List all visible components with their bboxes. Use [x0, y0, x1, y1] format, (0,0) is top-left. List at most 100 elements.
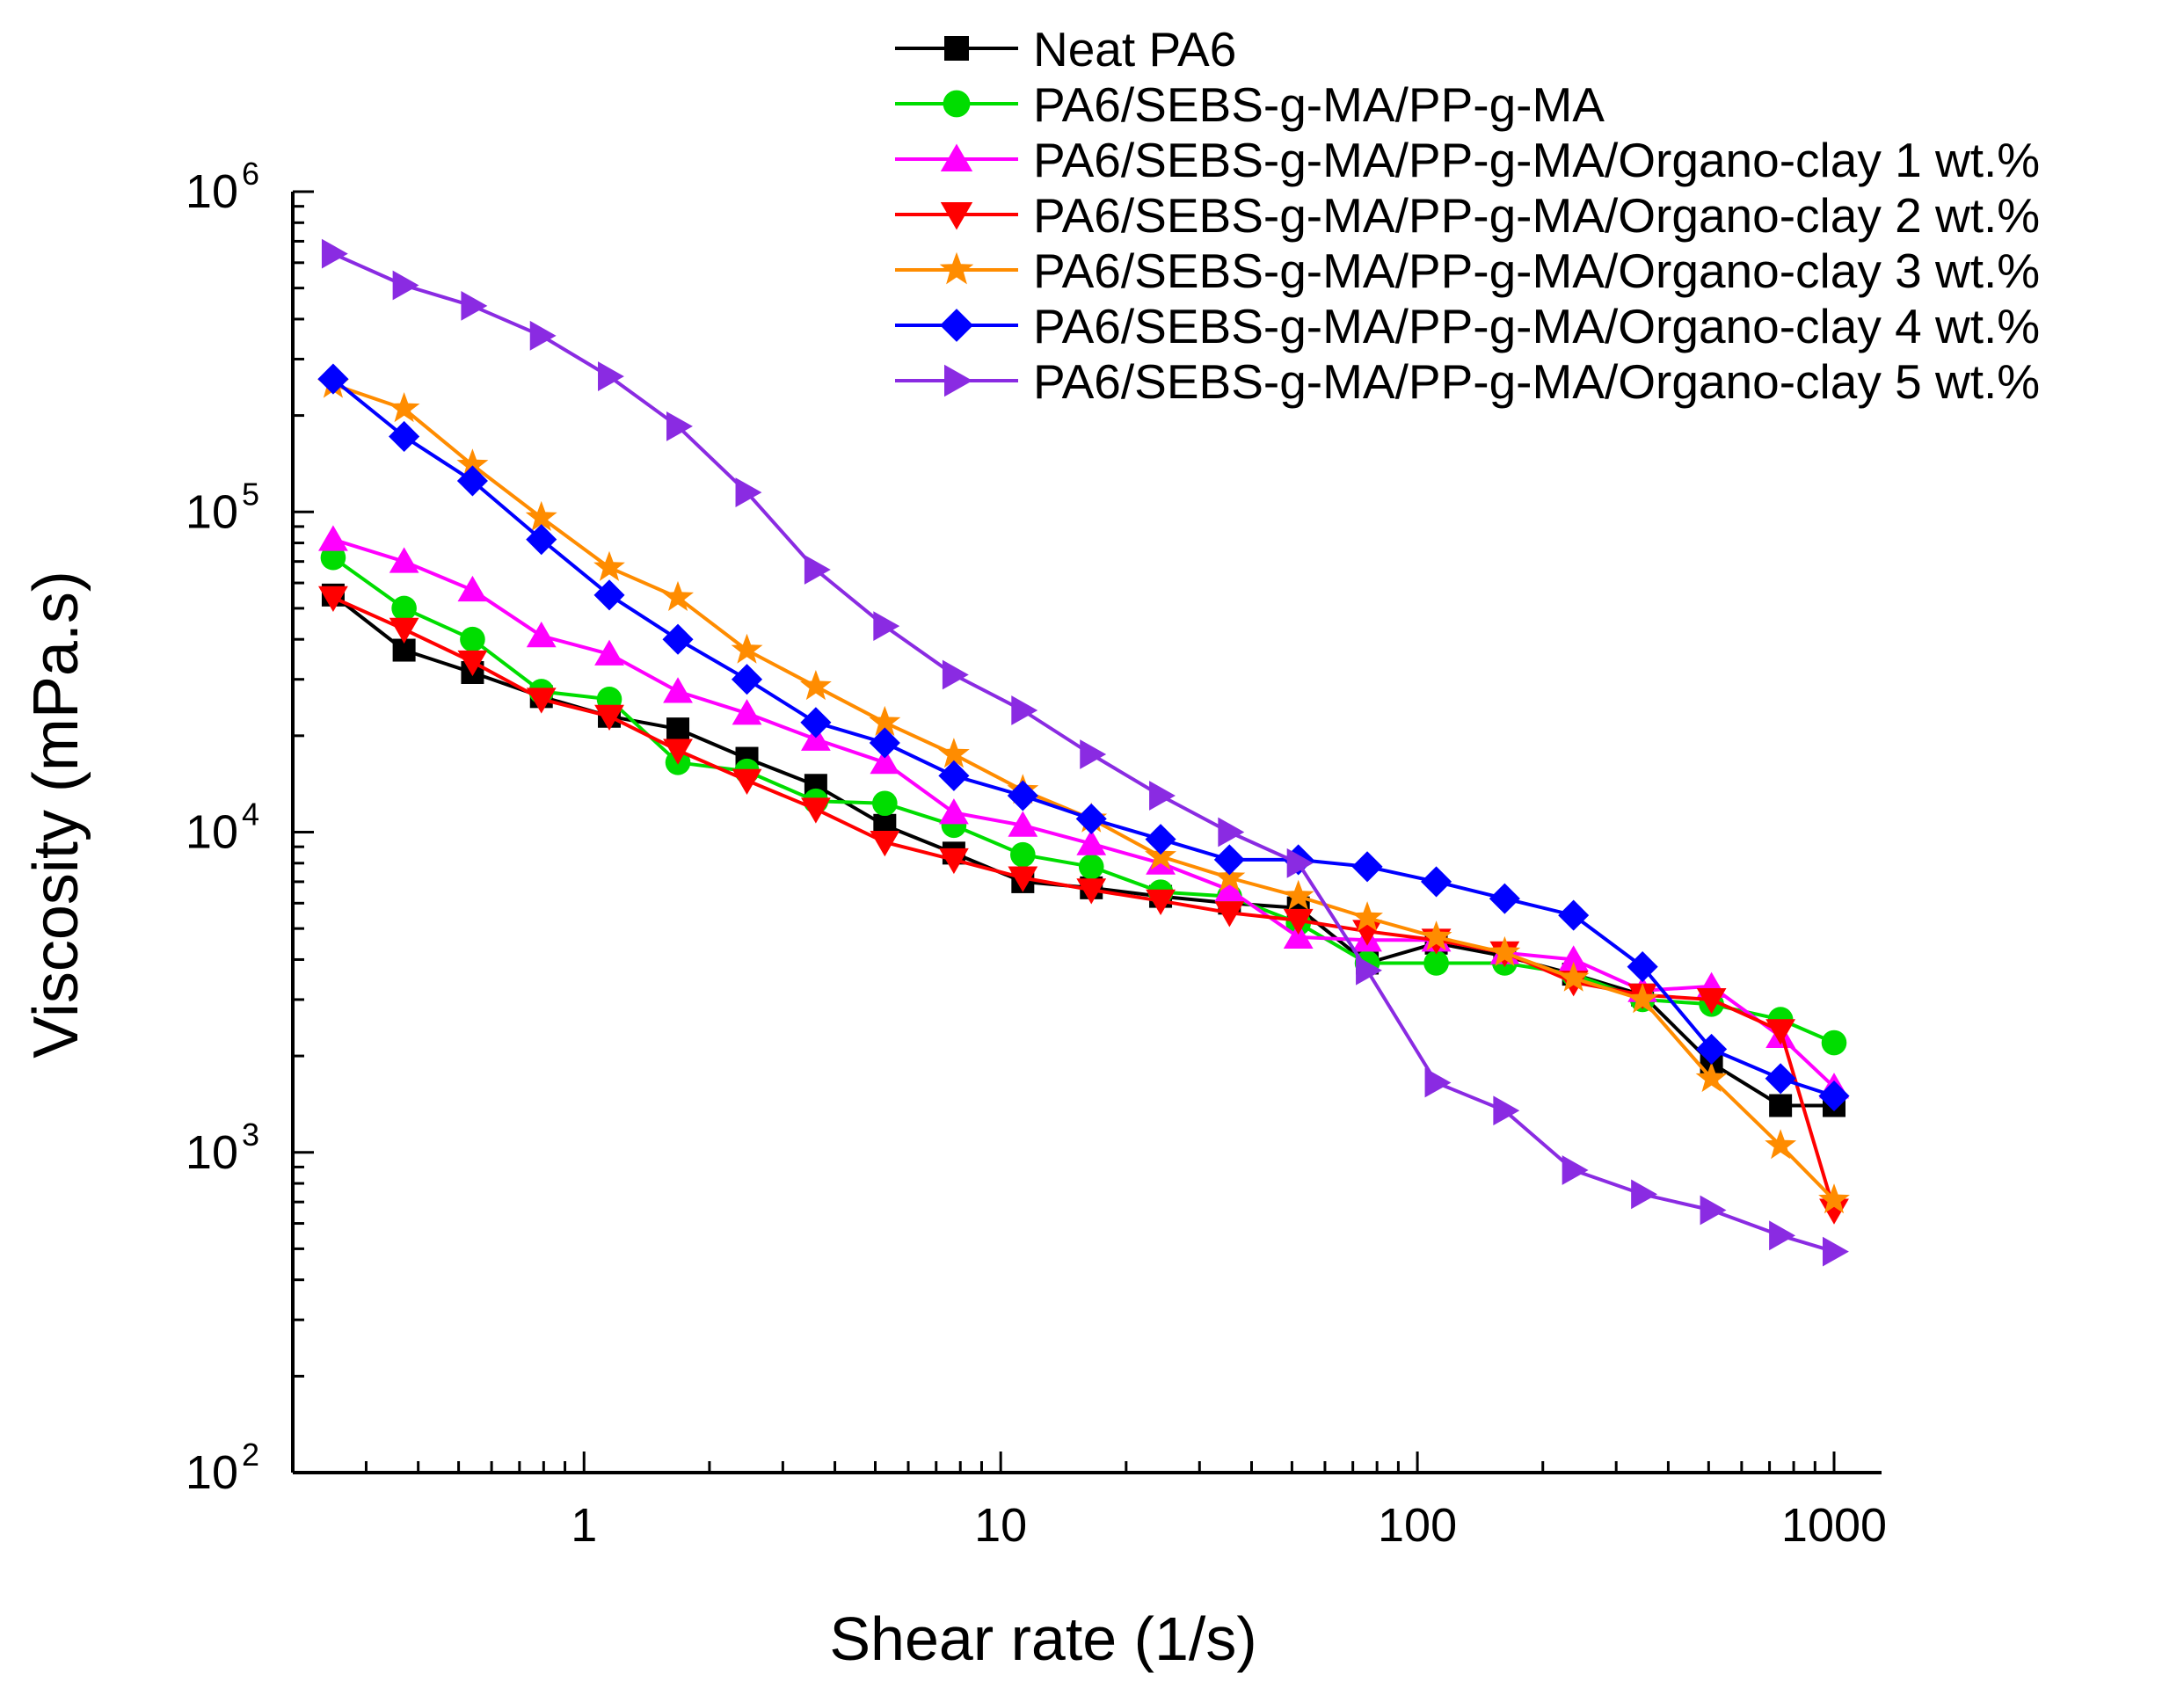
- data-point: [1420, 920, 1452, 951]
- data-point: [1213, 844, 1245, 876]
- data-point: [731, 633, 763, 664]
- data-point: [666, 411, 693, 441]
- data-point: [942, 659, 969, 690]
- data-point: [1145, 824, 1176, 855]
- series-5: [317, 367, 1850, 1214]
- series-line: [331, 556, 1835, 1044]
- data-point: [1821, 1030, 1847, 1056]
- x-tick-label: 100: [1378, 1499, 1457, 1552]
- y-tick-label: 10 5: [186, 476, 259, 538]
- data-point: [456, 465, 488, 497]
- data-point: [317, 363, 349, 395]
- data-point: [529, 320, 557, 351]
- data-point: [1627, 951, 1658, 983]
- y-tick-label: 10 3: [186, 1117, 259, 1179]
- y-tick-exponent: 6: [242, 156, 259, 192]
- y-tick-base: 10: [186, 1446, 238, 1499]
- data-point: [1283, 908, 1314, 935]
- data-point: [318, 525, 348, 551]
- data-point: [1765, 1019, 1796, 1045]
- y-tick-exponent: 3: [242, 1117, 259, 1153]
- legend-label: PA6/SEBS-g-MA/PP-g-MA/Organo-clay 4 wt.%: [1033, 299, 2040, 353]
- data-point: [1489, 883, 1520, 914]
- x-tick-label: 1000: [1781, 1499, 1887, 1552]
- data-point: [1213, 861, 1246, 891]
- data-point: [800, 797, 831, 824]
- data-point: [1351, 901, 1383, 932]
- data-point: [1008, 866, 1038, 892]
- data-point: [663, 738, 693, 765]
- data-point: [662, 580, 694, 611]
- series-line: [332, 382, 1836, 1202]
- data-point: [388, 392, 420, 423]
- series-6: [317, 363, 1850, 1112]
- data-point: [1283, 922, 1314, 949]
- data-point: [870, 830, 900, 857]
- legend-swatch-marker: [940, 309, 973, 342]
- data-point: [666, 717, 690, 741]
- data-point: [1214, 875, 1245, 902]
- data-point: [1075, 803, 1107, 834]
- legend-label: PA6/SEBS-g-MA/PP-g-MA/Organo-clay 2 wt.%: [1033, 188, 2040, 243]
- data-point: [1007, 780, 1038, 811]
- data-point: [1765, 1063, 1796, 1095]
- data-point: [662, 623, 694, 655]
- legend-item: PA6/SEBS-g-MA/PP-g-MA: [895, 77, 1605, 132]
- data-point: [457, 650, 488, 677]
- data-point: [1424, 1067, 1452, 1098]
- legend-label: Neat PA6: [1033, 22, 1236, 76]
- data-point: [663, 677, 693, 703]
- data-point: [1149, 781, 1176, 811]
- data-point: [389, 617, 419, 644]
- legend-swatch-marker: [944, 36, 969, 61]
- data-point: [731, 664, 763, 695]
- legend-label: PA6/SEBS-g-MA/PP-g-MA/Organo-clay 1 wt.%: [1033, 133, 2040, 187]
- data-point: [321, 238, 348, 269]
- y-tick-label: 10 6: [186, 156, 259, 218]
- data-point: [1423, 950, 1449, 976]
- data-point: [1823, 1236, 1849, 1267]
- data-point: [1627, 983, 1659, 1014]
- data-point: [460, 626, 485, 652]
- data-point: [526, 622, 557, 648]
- data-point: [1562, 1155, 1589, 1185]
- data-point: [1146, 889, 1176, 915]
- y-tick-base: 10: [186, 485, 238, 538]
- data-point: [1819, 1198, 1849, 1225]
- x-tick-label: 10: [974, 1499, 1027, 1552]
- series-line: [332, 595, 1836, 1211]
- data-point: [1145, 840, 1176, 870]
- legend-swatch-marker: [943, 90, 971, 118]
- y-tick-label: 10 4: [186, 797, 259, 859]
- data-point: [594, 639, 624, 666]
- y-tick-base: 10: [186, 165, 238, 218]
- data-point: [1696, 1033, 1728, 1065]
- data-point: [873, 611, 900, 642]
- legend-item: PA6/SEBS-g-MA/PP-g-MA/Organo-clay 3 wt.%: [895, 244, 2040, 298]
- legend-label: PA6/SEBS-g-MA/PP-g-MA/Organo-clay 5 wt.%: [1033, 354, 2040, 409]
- data-point: [457, 575, 488, 602]
- data-point: [1493, 1095, 1520, 1126]
- data-point: [389, 547, 419, 573]
- data-point: [1080, 739, 1107, 769]
- data-point: [1356, 955, 1382, 986]
- data-point: [1558, 945, 1589, 971]
- data-point: [1214, 901, 1245, 928]
- data-point: [392, 270, 419, 301]
- y-tick-exponent: 5: [242, 476, 259, 512]
- legend-swatch-marker: [939, 251, 974, 285]
- data-point: [1078, 854, 1104, 880]
- data-point: [1008, 811, 1038, 837]
- data-point: [456, 448, 489, 479]
- x-tick-label: 1: [571, 1499, 597, 1552]
- data-point: [526, 524, 557, 556]
- data-point: [1286, 848, 1314, 878]
- data-point: [1769, 1094, 1793, 1117]
- data-point: [593, 550, 625, 581]
- y-tick-base: 10: [186, 1126, 238, 1179]
- data-point: [598, 361, 624, 391]
- data-point: [1695, 1062, 1728, 1093]
